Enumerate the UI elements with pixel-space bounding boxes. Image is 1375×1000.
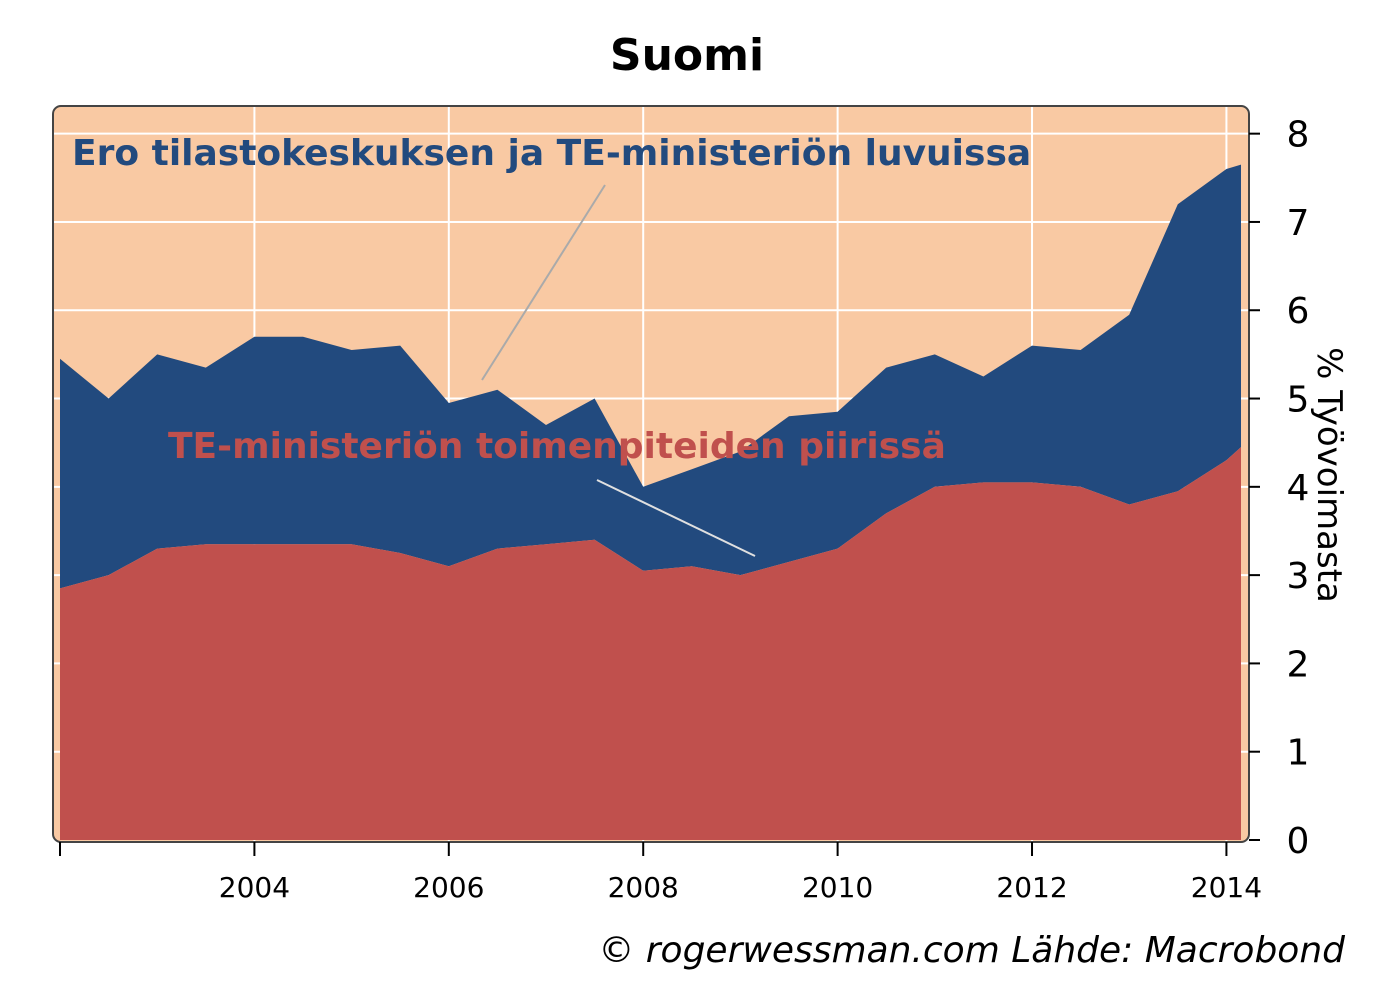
annotation-leader-lower xyxy=(596,479,756,557)
y-tick-label-1: 1 xyxy=(1287,733,1310,774)
y-tick-label-5: 5 xyxy=(1287,380,1310,421)
annotation-leader-upper xyxy=(481,184,606,381)
area-series-measures xyxy=(60,447,1241,840)
x-tick-label-2006: 2006 xyxy=(413,871,484,904)
y-tick-label-4: 4 xyxy=(1287,468,1310,509)
plot-frame xyxy=(52,105,1250,843)
area-series-difference xyxy=(60,164,1241,589)
annotation-lower: TE-ministeriön toimenpiteiden piirissä xyxy=(168,426,946,467)
areas xyxy=(60,164,1241,840)
x-tick-label-2004: 2004 xyxy=(219,871,290,904)
x-tick-label-2010: 2010 xyxy=(802,871,873,904)
y-tick-label-3: 3 xyxy=(1287,556,1310,597)
chart-title: Suomi xyxy=(610,30,764,81)
y-tick-label-8: 8 xyxy=(1287,115,1310,156)
y-tick-label-7: 7 xyxy=(1287,203,1310,244)
annotation-upper: Ero tilastokeskuksen ja TE-ministeriön l… xyxy=(72,133,1031,174)
y-axis: 0 1 2 3 4 5 6 7 8 xyxy=(1249,115,1309,862)
x-tick-label-2014: 2014 xyxy=(1191,871,1262,904)
y-axis-label: % Työvoimasta xyxy=(1309,347,1349,603)
y-tick-label-0: 0 xyxy=(1287,821,1310,862)
x-tick-label-2012: 2012 xyxy=(996,871,1067,904)
x-axis: 2004 2006 2008 2010 2012 2014 xyxy=(59,842,1262,904)
y-tick-label-2: 2 xyxy=(1287,644,1310,685)
x-tick-label-2008: 2008 xyxy=(608,871,679,904)
y-tick-label-6: 6 xyxy=(1287,291,1310,332)
credit-text: © rogerwessman.com Lähde: Macrobond xyxy=(598,930,1346,971)
